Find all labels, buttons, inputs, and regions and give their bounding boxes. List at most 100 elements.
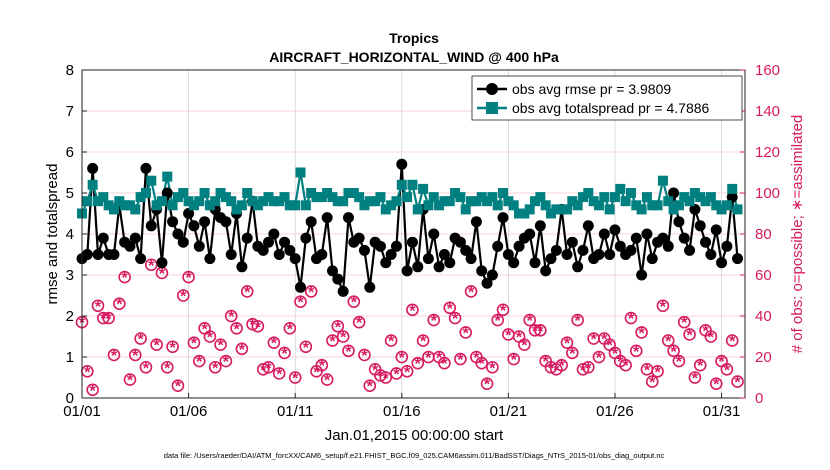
assimilated-point: *: [281, 346, 288, 363]
possible-point: [160, 360, 174, 374]
spread-point: [156, 196, 167, 207]
spread-point: [407, 179, 418, 190]
assimilated-point: *: [143, 360, 150, 377]
assimilated-point: *: [686, 327, 693, 344]
rmse-point: [636, 269, 648, 281]
legend: obs avg rmse pr = 3.9809 obs avg totalsp…: [471, 75, 743, 121]
rmse-point: [513, 240, 525, 252]
rmse-point: [108, 249, 120, 260]
spread-point: [439, 196, 450, 207]
rmse-point: [630, 232, 642, 244]
rmse-point: [279, 236, 291, 248]
possible-point: [272, 367, 286, 380]
spread-point: [711, 200, 722, 211]
assimilated-point: *: [292, 371, 299, 388]
spread-point: [247, 196, 258, 207]
spread-point: [130, 204, 141, 215]
assimilated-point: *: [729, 334, 736, 351]
rmse-point: [396, 158, 408, 170]
spread-point: [87, 179, 98, 190]
possible-point: [139, 360, 153, 374]
assimilated-point: *: [95, 299, 102, 316]
possible-point: [294, 295, 307, 308]
possible-point: [416, 334, 430, 347]
rmse-point: [332, 273, 344, 285]
rmse-point: [321, 212, 333, 224]
rmse-point: [124, 240, 136, 252]
rmse-point: [135, 253, 147, 265]
rmse-point: [412, 261, 424, 273]
spread-point: [428, 192, 439, 203]
rmse-point: [172, 228, 184, 240]
possible-point: [150, 338, 163, 352]
rmse-point: [438, 249, 450, 260]
spread-point: [551, 204, 562, 215]
rmse-point: [289, 253, 301, 265]
rmse-point: [401, 265, 413, 277]
spread-point: [503, 196, 514, 207]
spread-point: [716, 204, 727, 215]
rmse-point: [87, 162, 99, 174]
rmse-point: [188, 220, 200, 232]
rmse-point: [374, 240, 386, 252]
assimilated-point: *: [164, 360, 171, 377]
possible-point: [128, 348, 142, 362]
possible-point: [486, 360, 499, 374]
rmse-point: [193, 240, 205, 252]
rmse-point: [508, 257, 520, 269]
spread-point: [199, 188, 210, 198]
rmse-point: [577, 244, 589, 256]
possible-point: [464, 285, 478, 298]
possible-point: [299, 340, 313, 354]
rmse-point: [486, 269, 498, 281]
assimilated-point: *: [191, 336, 198, 353]
y2-tick-label: 140: [755, 103, 780, 120]
assimilated-point: *: [399, 350, 406, 367]
assimilated-point: *: [297, 295, 304, 312]
rmse-point: [700, 236, 712, 248]
rmse-point: [561, 249, 573, 260]
assimilated-point: *: [638, 325, 645, 342]
possible-point: [113, 297, 126, 311]
x-tick-label: 01/06: [170, 403, 208, 420]
assimilated-point: *: [313, 364, 320, 381]
assimilated-point: *: [361, 348, 368, 365]
assimilated-point: *: [441, 356, 448, 373]
spread-point: [332, 196, 343, 207]
spread-point: [316, 192, 327, 203]
possible-point: [624, 311, 638, 325]
rmse-point: [263, 236, 275, 248]
spread-point: [284, 200, 295, 211]
assimilated-point: *: [697, 358, 704, 375]
spread-point: [604, 204, 615, 215]
assimilated-point: *: [393, 366, 400, 383]
assimilated-point: *: [335, 319, 342, 336]
rmse-point: [668, 187, 680, 199]
possible-point: [251, 319, 265, 333]
rmse-point: [358, 244, 370, 256]
assimilated-point: *: [276, 366, 283, 383]
rmse-point: [625, 244, 637, 256]
spread-point: [705, 192, 716, 203]
spread-point: [721, 200, 732, 211]
assimilated-point: *: [734, 375, 741, 392]
spread-point: [290, 200, 301, 211]
assimilated-point: *: [319, 358, 326, 375]
possible-point: [97, 311, 110, 325]
possible-point: [224, 309, 238, 323]
rmse-point: [673, 216, 685, 228]
spread-point: [508, 200, 519, 211]
spread-point: [524, 204, 535, 215]
spread-point: [695, 192, 706, 203]
spread-point: [215, 188, 226, 198]
assimilated-point: *: [329, 334, 336, 351]
spread-point: [146, 175, 157, 186]
assimilated-point: *: [111, 348, 118, 365]
spread-point: [162, 171, 173, 182]
rmse-point: [662, 240, 674, 252]
assimilated-point: *: [425, 350, 432, 367]
rmse-point: [204, 253, 216, 265]
spread-point: [732, 204, 743, 215]
spread-point: [82, 196, 93, 207]
